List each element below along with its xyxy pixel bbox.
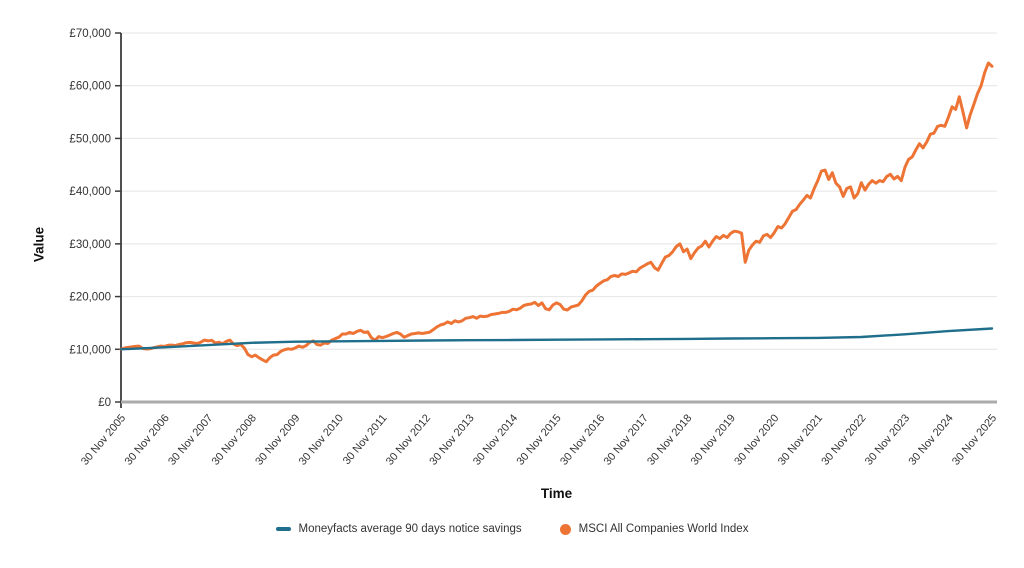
x-tick-label: 30 Nov 2022 — [819, 412, 868, 468]
msci-dot-marker — [559, 523, 571, 535]
legend-label-msci: MSCI All Companies World Index — [578, 523, 749, 535]
y-tick-label: £70,000 — [69, 28, 111, 40]
x-tick-label: 30 Nov 2005 — [79, 412, 128, 468]
x-axis-title: Time — [540, 486, 573, 501]
savings-line-marker — [275, 527, 291, 531]
legend: Moneyfacts average 90 days notice saving… — [0, 523, 1024, 535]
y-tick-label: £10,000 — [69, 344, 111, 356]
y-tick-label: £60,000 — [69, 81, 111, 93]
legend-item-savings[interactable]: Moneyfacts average 90 days notice saving… — [275, 523, 522, 535]
x-tick-label: 30 Nov 2020 — [732, 412, 781, 468]
y-axis-title: Value — [31, 226, 47, 263]
x-tick-label: 30 Nov 2023 — [863, 412, 912, 468]
legend-item-msci[interactable]: MSCI All Companies World Index — [559, 523, 749, 535]
x-tick-label: 30 Nov 2009 — [253, 412, 302, 468]
x-tick-label: 30 Nov 2012 — [384, 412, 433, 468]
x-tick-label: 30 Nov 2015 — [515, 412, 564, 468]
y-tick-label: £50,000 — [69, 133, 111, 145]
x-tick-label: 30 Nov 2016 — [558, 412, 607, 468]
x-tick-label: 30 Nov 2017 — [602, 412, 651, 468]
x-tick-label: 30 Nov 2014 — [471, 412, 520, 468]
x-tick-label: 30 Nov 2019 — [689, 412, 738, 468]
x-tick-label: 30 Nov 2010 — [297, 412, 346, 468]
x-tick-label: 30 Nov 2025 — [950, 412, 999, 468]
x-tick-label: 30 Nov 2021 — [776, 412, 825, 468]
y-tick-label: £20,000 — [69, 292, 111, 304]
msci-series-line[interactable] — [119, 61, 994, 364]
y-tick-label: £0 — [98, 397, 111, 409]
y-tick-label: £40,000 — [69, 186, 111, 198]
legend-label-savings: Moneyfacts average 90 days notice saving… — [298, 523, 522, 535]
x-tick-label: 30 Nov 2018 — [645, 412, 694, 468]
x-tick-label: 30 Nov 2013 — [427, 412, 476, 468]
x-tick-label: 30 Nov 2006 — [123, 412, 172, 468]
x-tick-label: 30 Nov 2007 — [166, 412, 215, 468]
x-tick-label: 30 Nov 2008 — [210, 412, 259, 468]
y-tick-label: £30,000 — [69, 239, 111, 251]
savings-series-line[interactable] — [119, 327, 994, 351]
x-tick-label: 30 Nov 2011 — [341, 412, 390, 467]
x-tick-label: 30 Nov 2024 — [906, 412, 955, 468]
